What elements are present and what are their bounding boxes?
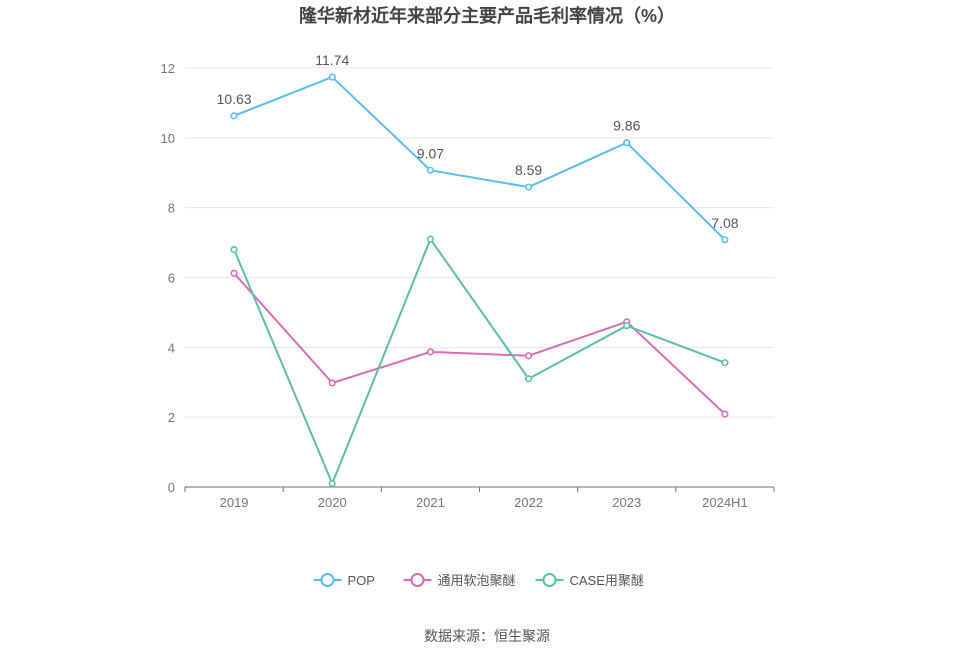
series-line-3 [233,238,726,485]
data-point [721,410,729,418]
legend-item-1[interactable]: POP [313,573,375,588]
grid-lines [185,67,774,418]
y-tick-label: 4 [168,340,175,355]
axes: 0 2 4 6 8 10 12 2019 2020 2021 2022 2023 2024H1 [161,61,775,510]
x-tick-label: 2023 [612,495,641,510]
legend: POP 通用软泡聚醚 CASE用聚醚 [313,573,644,588]
data-point [524,183,533,191]
data-point [328,73,336,81]
series-lines [230,73,729,488]
data-point [328,479,336,488]
legend-label: 通用软泡聚醚 [438,573,516,588]
data-label: 9.07 [417,145,444,161]
x-tick-label: 2019 [220,495,249,510]
legend-item-3[interactable]: CASE用聚醚 [535,573,644,588]
data-point [328,379,336,387]
legend-marker [320,573,335,587]
data-labels: 10.63 11.74 9.07 8.59 9.86 7.08 [217,52,739,231]
data-label: 9.86 [613,118,640,134]
x-tick-label: 2022 [514,495,543,510]
legend-marker [542,573,557,587]
data-point [721,359,729,367]
data-point [623,139,631,147]
data-point [721,236,729,244]
y-tick-label: 10 [161,131,175,146]
data-point [623,322,631,330]
data-label: 10.63 [217,91,252,107]
legend-label: POP [348,573,375,588]
data-label: 8.59 [515,162,542,178]
y-tick-label: 6 [168,271,175,286]
data-point [230,112,238,120]
legend-marker [410,573,425,587]
chart-title: 隆华新材近年来部分主要产品毛利率情况（%） [299,5,675,26]
data-point [524,352,533,360]
y-tick-label: 2 [168,410,175,425]
source-note: 数据来源：恒生聚源 [424,628,550,644]
series-line-2 [233,272,726,415]
data-label: 7.08 [711,215,738,231]
legend-item-2[interactable]: 通用软泡聚醚 [403,573,516,588]
data-label: 11.74 [315,52,349,68]
series-line-1 [233,76,726,241]
y-tick-label: 8 [168,201,175,216]
data-point [524,375,533,383]
data-point [230,245,238,254]
legend-label: CASE用聚醚 [570,573,644,588]
x-tick-label: 2024H1 [702,495,748,510]
x-tick-label: 2020 [318,495,347,510]
data-point [426,166,435,174]
y-tick-label: 12 [161,61,175,76]
data-point [426,348,435,356]
data-point [230,269,238,277]
data-point [426,235,435,243]
y-tick-label: 0 [168,480,175,495]
x-tick-label: 2021 [416,495,445,510]
